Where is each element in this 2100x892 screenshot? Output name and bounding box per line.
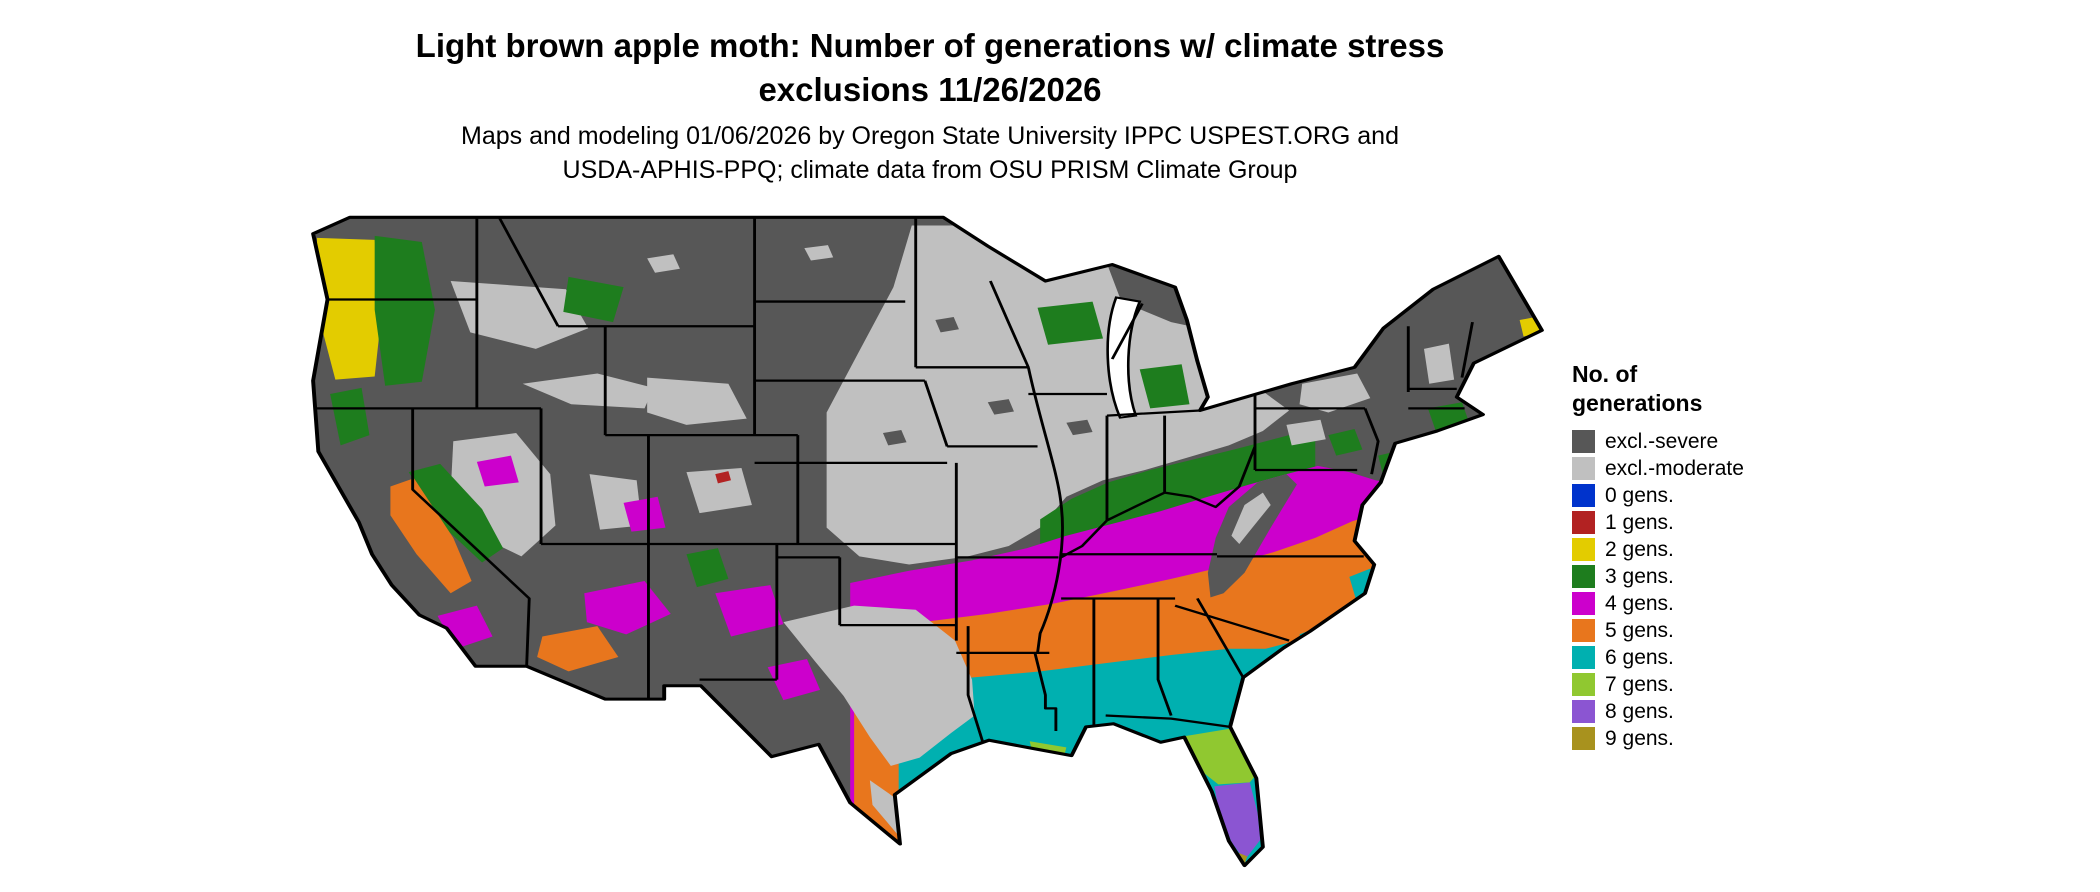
legend-swatch xyxy=(1572,538,1595,561)
map-subtitle: Maps and modeling 01/06/2026 by Oregon S… xyxy=(0,120,1860,188)
legend-item: excl.-severe xyxy=(1572,430,1832,454)
legend-item: 7 gens. xyxy=(1572,673,1832,697)
legend: No. of generations excl.-severe excl.-mod… xyxy=(1572,360,1832,754)
map-region xyxy=(686,467,752,514)
legend-item-label: 0 gens. xyxy=(1605,483,1674,507)
map-subtitle-line1: Maps and modeling 01/06/2026 by Oregon S… xyxy=(461,122,1399,150)
legend-item-label: 1 gens. xyxy=(1605,510,1674,534)
map-region xyxy=(450,281,589,349)
map-region xyxy=(1214,782,1261,861)
map-region xyxy=(1231,492,1271,544)
map-region xyxy=(1179,728,1261,785)
legend-item: 5 gens. xyxy=(1572,619,1832,643)
legend-item-label: 6 gens. xyxy=(1605,645,1674,669)
legend-swatch xyxy=(1572,673,1595,696)
legend-item-label: 4 gens. xyxy=(1605,591,1674,615)
legend-item-label: 3 gens. xyxy=(1605,564,1674,588)
legend-item: 3 gens. xyxy=(1572,565,1832,589)
legend-item: 4 gens. xyxy=(1572,592,1832,616)
map-region xyxy=(1207,474,1297,598)
map-region xyxy=(783,605,975,766)
map-speckle xyxy=(647,254,680,273)
map-speckle xyxy=(1066,419,1093,436)
map-speckle xyxy=(987,399,1014,415)
map-region xyxy=(767,659,821,701)
map-region xyxy=(1423,343,1455,384)
legend-item-label: 8 gens. xyxy=(1605,699,1674,723)
map-region xyxy=(647,377,747,425)
legend-item-label: excl.-severe xyxy=(1605,429,1719,453)
map-region xyxy=(623,496,666,532)
map-region xyxy=(317,237,383,380)
map-region xyxy=(715,471,731,484)
legend-item: 1 gens. xyxy=(1572,511,1832,535)
legend-swatch xyxy=(1572,565,1595,588)
legend-item-label: 2 gens. xyxy=(1605,537,1674,561)
legend-item-label: 5 gens. xyxy=(1605,618,1674,642)
map-title-line2: exclusions 11/26/2026 xyxy=(758,70,1102,108)
map-region xyxy=(1328,428,1363,456)
map-region xyxy=(374,235,435,386)
legend-title: No. of generations xyxy=(1572,360,1832,418)
legend-item-label: 9 gens. xyxy=(1605,726,1674,750)
map-title-line1: Light brown apple moth: Number of genera… xyxy=(415,27,1445,64)
map-region xyxy=(522,373,654,409)
legend-swatch xyxy=(1572,430,1595,453)
map-speckle xyxy=(935,316,959,333)
state-borders xyxy=(313,217,1474,742)
legend-swatch xyxy=(1572,484,1595,507)
legend-swatch xyxy=(1572,592,1595,615)
map-region xyxy=(1037,301,1104,345)
legend-swatch xyxy=(1572,646,1595,669)
legend-item: 2 gens. xyxy=(1572,538,1832,562)
map-region xyxy=(715,585,784,637)
legend-items: excl.-severe excl.-moderate 0 gens. 1 gens.… xyxy=(1572,430,1832,751)
legend-item: 0 gens. xyxy=(1572,484,1832,508)
legend-swatch xyxy=(1572,619,1595,642)
us-map xyxy=(300,205,1555,883)
map-region xyxy=(1299,373,1371,413)
legend-title-line2: generations xyxy=(1572,389,1703,416)
map-region xyxy=(537,626,619,672)
map-region xyxy=(476,455,519,487)
legend-title-line1: No. of xyxy=(1572,361,1638,387)
us-outline xyxy=(311,215,1544,868)
map-region xyxy=(1286,419,1326,446)
map-region xyxy=(563,276,624,323)
legend-item: 8 gens. xyxy=(1572,700,1832,724)
lake-michigan xyxy=(1106,296,1142,419)
legend-item: 6 gens. xyxy=(1572,646,1832,670)
map-region xyxy=(390,478,472,594)
map-region xyxy=(869,780,899,836)
map-region xyxy=(330,387,370,446)
map-region xyxy=(408,463,504,563)
legend-item: 9 gens. xyxy=(1572,727,1832,751)
map-speckle xyxy=(804,245,834,261)
legend-swatch xyxy=(1572,511,1595,534)
legend-item: excl.-moderate xyxy=(1572,457,1832,481)
map-speckle xyxy=(882,429,907,446)
map-region xyxy=(686,548,729,588)
us-map-svg xyxy=(311,215,1544,868)
map-title: Light brown apple moth: Number of genera… xyxy=(0,24,1860,111)
map-region xyxy=(1139,364,1190,409)
legend-swatch xyxy=(1572,727,1595,750)
map-subtitle-line2: USDA-APHIS-PPQ; climate data from OSU PR… xyxy=(562,155,1298,184)
legend-item-label: excl.-moderate xyxy=(1605,456,1744,480)
legend-swatch xyxy=(1572,700,1595,723)
legend-swatch xyxy=(1572,457,1595,480)
legend-item-label: 7 gens. xyxy=(1605,672,1674,696)
